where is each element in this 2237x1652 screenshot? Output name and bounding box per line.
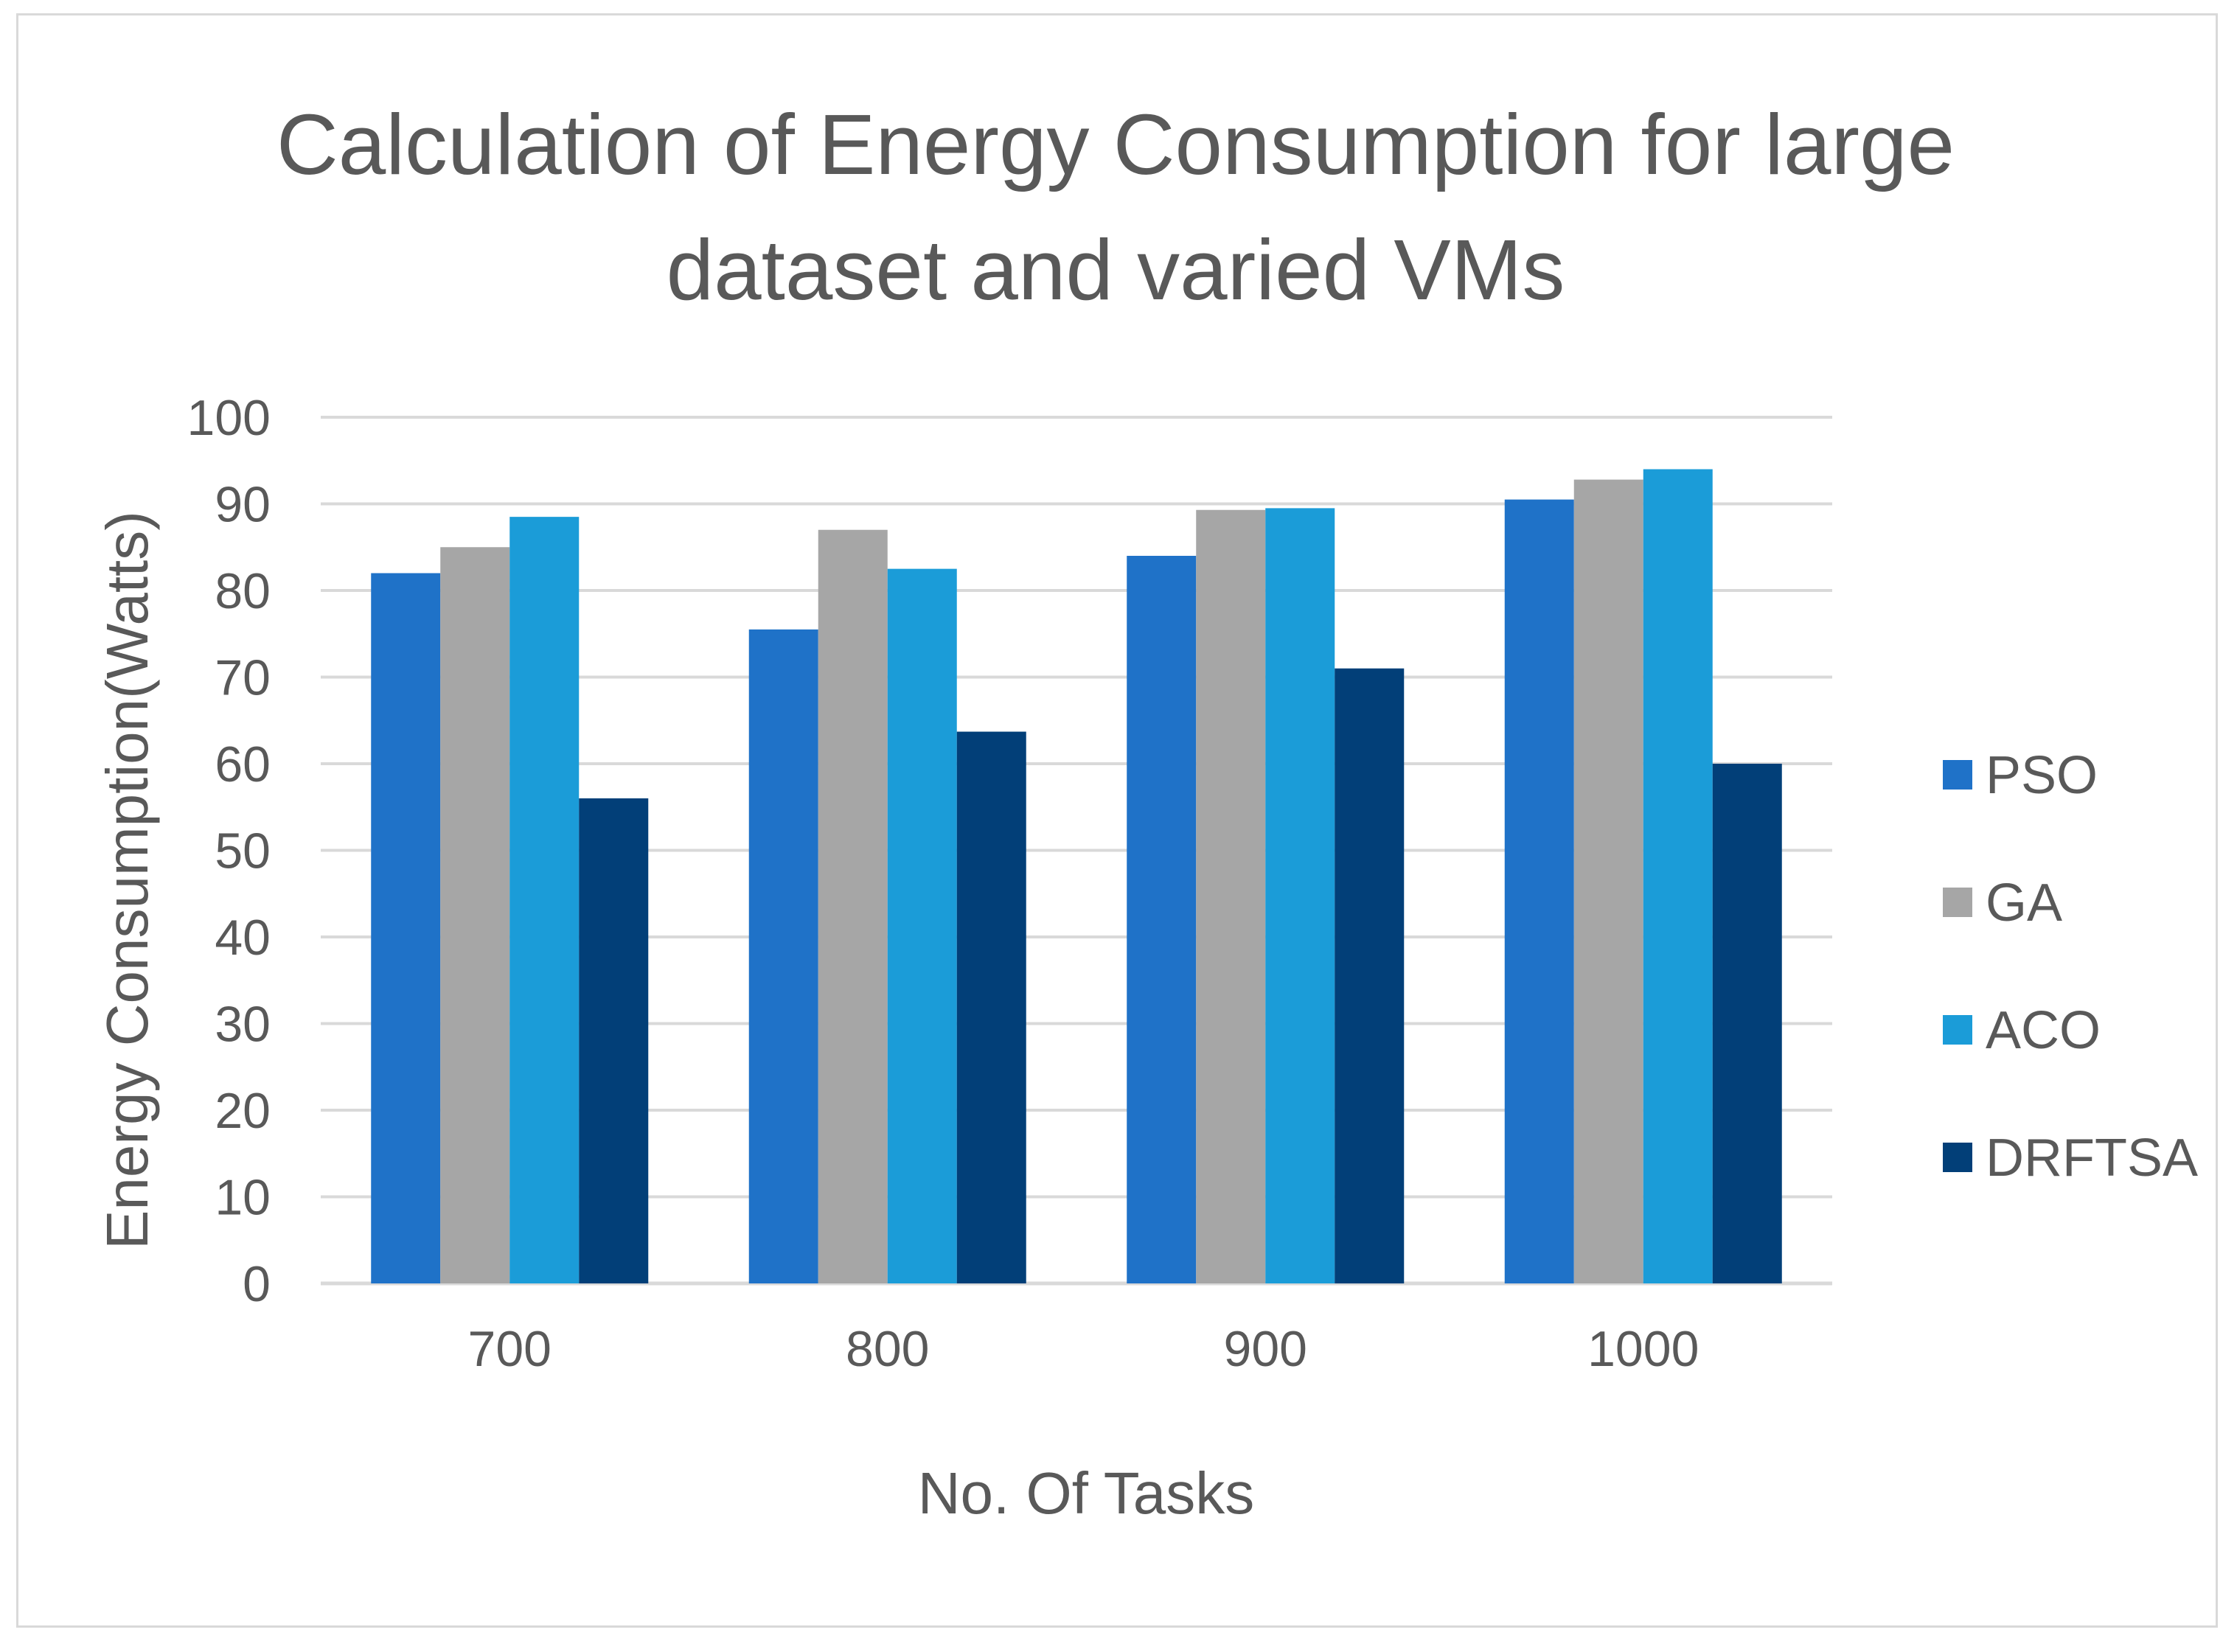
x-axis-ticks: 700 800 900 1000 xyxy=(468,1321,1700,1377)
x-tick-label-1000: 1000 xyxy=(1587,1321,1699,1377)
y-tick-label-70: 70 xyxy=(215,650,271,706)
y-axis-ticks: 0 10 20 30 40 50 60 70 80 90 100 xyxy=(187,390,271,1312)
bars xyxy=(371,469,1782,1283)
bar-ga-1000 xyxy=(1573,479,1643,1283)
chart-title-line-1: Calculation of Energy Consumption for la… xyxy=(276,97,1955,192)
bar-drftsa-800 xyxy=(956,731,1026,1283)
bar-ga-700 xyxy=(440,547,510,1283)
bar-aco-700 xyxy=(509,517,580,1283)
bar-drftsa-1000 xyxy=(1712,764,1782,1283)
chart-frame: Calculation of Energy Consumption for la… xyxy=(16,13,2218,1628)
legend-label-aco: ACO xyxy=(1986,1001,2101,1060)
bar-pso-1000 xyxy=(1504,499,1574,1283)
y-tick-label-100: 100 xyxy=(187,390,271,446)
y-tick-label-30: 30 xyxy=(215,997,271,1053)
y-tick-label-60: 60 xyxy=(215,736,271,792)
y-tick-label-10: 10 xyxy=(215,1170,271,1226)
legend-label-ga: GA xyxy=(1986,874,2062,933)
bar-pso-900 xyxy=(1127,556,1197,1283)
bar-ga-800 xyxy=(818,529,888,1283)
y-axis-title: Energy Consumption(Watts) xyxy=(94,511,160,1250)
x-tick-label-800: 800 xyxy=(846,1321,929,1377)
legend-label-pso: PSO xyxy=(1986,746,2098,805)
bar-pso-700 xyxy=(371,573,441,1283)
bar-drftsa-900 xyxy=(1335,668,1405,1283)
bar-chart: Calculation of Energy Consumption for la… xyxy=(94,97,2198,1526)
x-tick-label-700: 700 xyxy=(468,1321,552,1377)
y-tick-label-0: 0 xyxy=(243,1256,271,1312)
legend-swatch-aco xyxy=(1943,1015,1972,1045)
legend-swatch-drftsa xyxy=(1943,1143,1972,1172)
y-tick-label-90: 90 xyxy=(215,477,271,533)
y-tick-label-40: 40 xyxy=(215,910,271,966)
bar-aco-1000 xyxy=(1643,469,1713,1283)
y-tick-label-80: 80 xyxy=(215,563,271,619)
y-tick-label-50: 50 xyxy=(215,823,271,879)
legend-label-drftsa: DRFTSA xyxy=(1986,1129,2198,1188)
bar-aco-800 xyxy=(887,568,957,1283)
legend-swatch-ga xyxy=(1943,888,1972,917)
bar-pso-800 xyxy=(748,629,818,1283)
bar-aco-900 xyxy=(1265,508,1335,1283)
chart-title-line-2: dataset and varied VMs xyxy=(667,222,1565,318)
legend-swatch-pso xyxy=(1943,760,1972,790)
legend: PSO GA ACO DRFTSA xyxy=(1943,746,2198,1188)
x-tick-label-900: 900 xyxy=(1224,1321,1307,1377)
bar-ga-900 xyxy=(1196,509,1266,1283)
bar-drftsa-700 xyxy=(579,798,649,1283)
x-axis-title: No. Of Tasks xyxy=(918,1460,1254,1526)
y-tick-label-20: 20 xyxy=(215,1083,271,1139)
